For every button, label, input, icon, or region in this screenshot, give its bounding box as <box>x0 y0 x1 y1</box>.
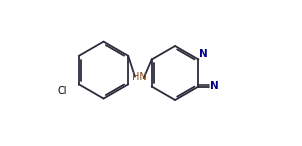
Text: N: N <box>210 81 219 91</box>
Text: N: N <box>199 49 208 59</box>
Text: HN: HN <box>132 72 147 82</box>
Text: Cl: Cl <box>57 86 67 96</box>
